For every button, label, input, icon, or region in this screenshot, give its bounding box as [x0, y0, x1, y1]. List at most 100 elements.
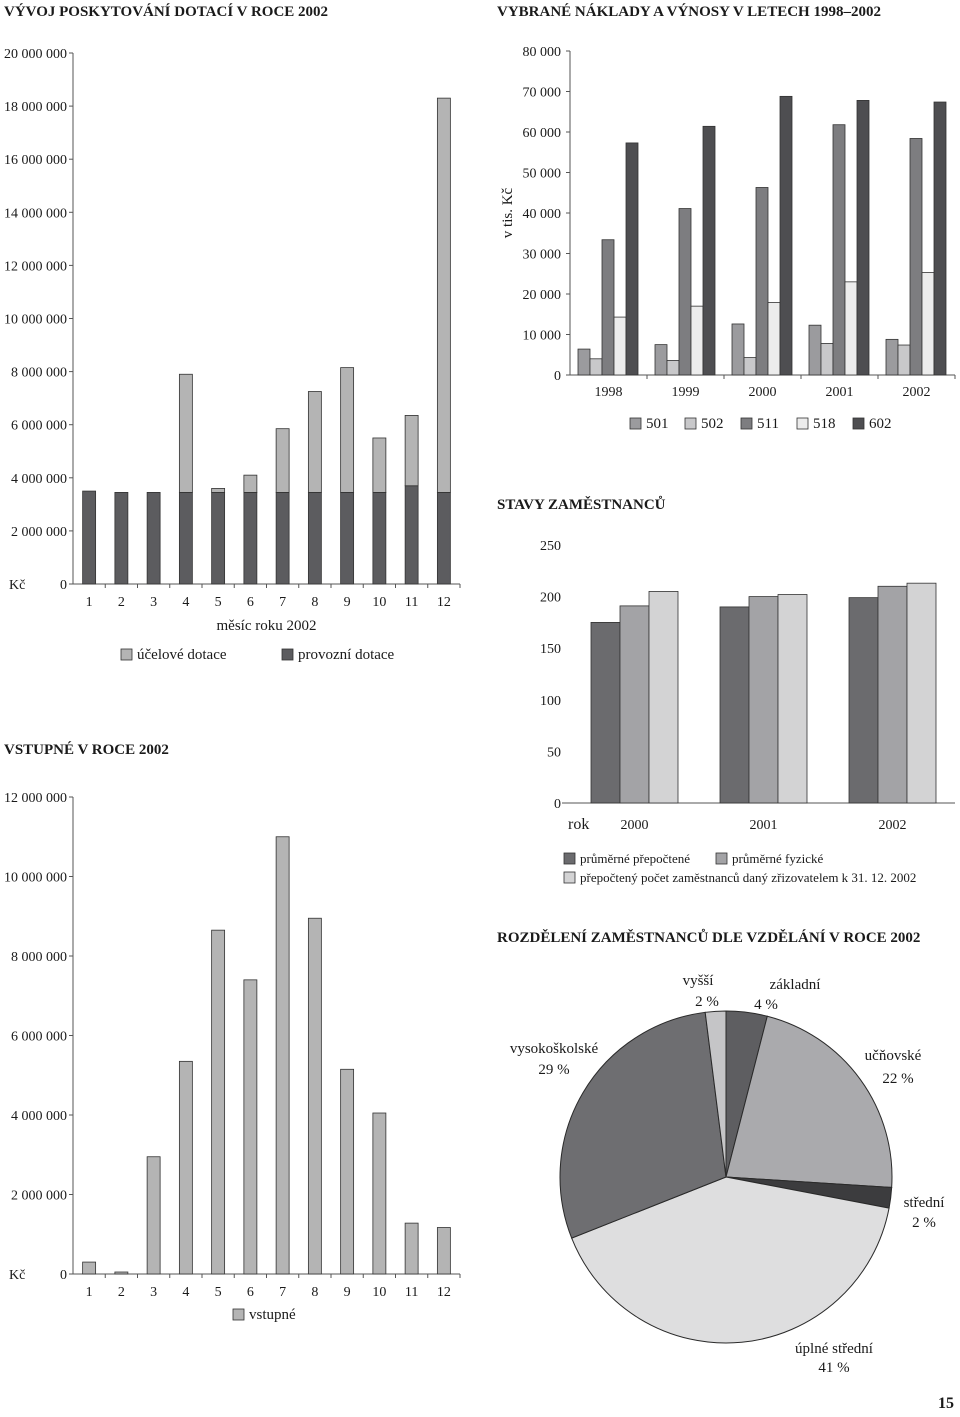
- naklady-y-tick-label: 30 000: [523, 248, 562, 263]
- vstupne-x-tick-label: 1: [86, 1285, 93, 1300]
- pie-label-value: 2 %: [695, 994, 719, 1010]
- vstupne-bar: [82, 1261, 97, 1275]
- vstupne-y-tick-label: 0: [60, 1268, 67, 1283]
- zamestnanci-y-tick-label: 150: [540, 642, 561, 657]
- vstupne-y-tick-label: 8 000 000: [11, 950, 67, 965]
- zamestnanci-legend-prepoctene-label: průměrné přepočtené: [580, 851, 690, 866]
- dotace-bar-provozni: [82, 490, 97, 585]
- naklady-legend-518-swatch: [796, 417, 809, 430]
- dotace-bar-ucelove: [340, 367, 355, 493]
- naklady-legend-501-swatch: [629, 417, 642, 430]
- pie-slice-3: [571, 1176, 890, 1344]
- dotace-bar-ucelove: [211, 488, 226, 493]
- naklady-bar-518: [690, 305, 704, 376]
- vstupne-bar: [178, 1060, 193, 1275]
- vstupne-y-tick-label: 2 000 000: [11, 1189, 67, 1204]
- dotace-x-tick-label: 6: [247, 595, 254, 610]
- naklady-y-tick-label: 60 000: [523, 126, 562, 141]
- page-number: 15: [938, 1395, 954, 1412]
- naklady-bar-602: [702, 125, 716, 376]
- naklady-bar-501: [731, 323, 745, 376]
- vstupne-y-tick-label: 6 000 000: [11, 1030, 67, 1045]
- naklady-bar-511: [909, 138, 923, 376]
- zamestnanci-x-tick-label: 2000: [621, 818, 649, 833]
- vstupne-y-axis-label: Kč: [9, 1268, 25, 1283]
- naklady-bar-502: [589, 358, 603, 376]
- naklady-legend-602-label: 602: [869, 416, 892, 432]
- zamestnanci-bar: [619, 605, 650, 804]
- zamestnanci-y-tick-label: 200: [540, 591, 561, 606]
- zamestnanci-bar: [848, 597, 879, 804]
- dotace-x-tick-label: 3: [150, 595, 157, 610]
- zamestnanci-bar: [719, 606, 750, 804]
- vstupne-bar: [404, 1222, 419, 1275]
- naklady-chart-title: VYBRANÉ NÁKLADY A VÝNOSY V LETECH 1998–2…: [497, 4, 881, 20]
- vstupne-x-tick-label: 7: [279, 1285, 286, 1300]
- dotace-x-tick-label: 7: [279, 595, 286, 610]
- pie-label-name: učňovské: [865, 1048, 922, 1064]
- dotace-legend-provozni-swatch: [281, 648, 294, 661]
- dotace-legend-ucelove-swatch: [120, 648, 133, 661]
- pie-label-value: 22 %: [882, 1071, 913, 1087]
- dotace-y-tick-label: 6 000 000: [11, 419, 67, 434]
- dotace-y-axis-label: Kč: [9, 578, 25, 593]
- vstupne-bar: [243, 979, 258, 1275]
- zamestnanci-bar: [877, 585, 908, 804]
- naklady-x-tick-label: 2002: [903, 385, 931, 400]
- dotace-x-tick-label: 5: [215, 595, 222, 610]
- dotace-bar-provozni: [178, 492, 193, 585]
- vstupne-x-tick-label: 12: [437, 1285, 451, 1300]
- dotace-y-tick-label: 18 000 000: [4, 100, 67, 115]
- naklady-bar-518: [767, 302, 781, 376]
- zamestnanci-x-tick-label: 2002: [879, 818, 907, 833]
- zamestnanci-bar: [590, 622, 621, 804]
- naklady-y-tick-label: 70 000: [523, 86, 562, 101]
- pie-label-name: střední: [904, 1195, 945, 1211]
- vstupne-y-tick-label: 4 000 000: [11, 1109, 67, 1124]
- dotace-x-tick-label: 11: [405, 595, 418, 610]
- pie-label-value: 41 %: [818, 1360, 849, 1376]
- naklady-bar-511: [832, 124, 846, 376]
- naklady-bar-501: [577, 348, 591, 376]
- dotace-bar-provozni: [243, 492, 258, 585]
- pie-slice-5: [704, 1010, 727, 1178]
- naklady-y-tick-label: 10 000: [523, 329, 562, 344]
- vstupne-x-tick-label: 2: [118, 1285, 125, 1300]
- vstupne-x-tick-label: 9: [344, 1285, 351, 1300]
- dotace-y-tick-label: 20 000 000: [4, 47, 67, 62]
- naklady-bar-501: [654, 344, 668, 376]
- vstupne-bar: [372, 1112, 387, 1275]
- dotace-y-tick-label: 10 000 000: [4, 313, 67, 328]
- zamestnanci-y-tick-label: 0: [554, 797, 561, 812]
- zamestnanci-bar: [648, 591, 679, 804]
- naklady-y-tick-label: 0: [554, 369, 561, 384]
- zamestnanci-legend-fyzicke-swatch: [715, 852, 728, 865]
- pie-label-value: 2 %: [912, 1215, 936, 1231]
- vstupne-y-tick-label: 12 000 000: [4, 791, 67, 806]
- zamestnanci-bar: [777, 594, 808, 804]
- vstupne-chart-title: VSTUPNÉ V ROCE 2002: [4, 742, 169, 758]
- vstupne-x-tick-label: 8: [311, 1285, 318, 1300]
- zamestnanci-legend-zrizovatel-label: přepočtený počet zaměstnanců daný zřizov…: [580, 870, 916, 885]
- dotace-x-tick-label: 10: [372, 595, 386, 610]
- naklady-bar-602: [856, 100, 870, 376]
- vstupne-bar: [114, 1271, 129, 1275]
- naklady-x-tick-label: 1998: [595, 385, 623, 400]
- dotace-x-axis-label: měsíc roku 2002: [217, 618, 317, 634]
- pie-label-value: 4 %: [754, 997, 778, 1013]
- pie-label-name: vysokoškolské: [510, 1041, 599, 1057]
- naklady-y-tick-label: 80 000: [523, 45, 562, 60]
- naklady-bar-518: [613, 316, 627, 376]
- naklady-y-tick-label: 50 000: [523, 167, 562, 182]
- zamestnanci-legend-fyzicke-label: průměrné fyzické: [732, 851, 824, 866]
- naklady-x-tick-label: 2000: [749, 385, 777, 400]
- dotace-y-tick-label: 12 000 000: [4, 259, 67, 274]
- vstupne-x-tick-label: 11: [405, 1285, 418, 1300]
- dotace-legend-ucelove-label: účelové dotace: [137, 647, 227, 663]
- naklady-bar-511: [678, 208, 692, 376]
- vstupne-x-tick-label: 3: [150, 1285, 157, 1300]
- naklady-bar-502: [666, 360, 680, 376]
- naklady-bar-602: [625, 142, 639, 376]
- vstupne-bar: [340, 1068, 355, 1275]
